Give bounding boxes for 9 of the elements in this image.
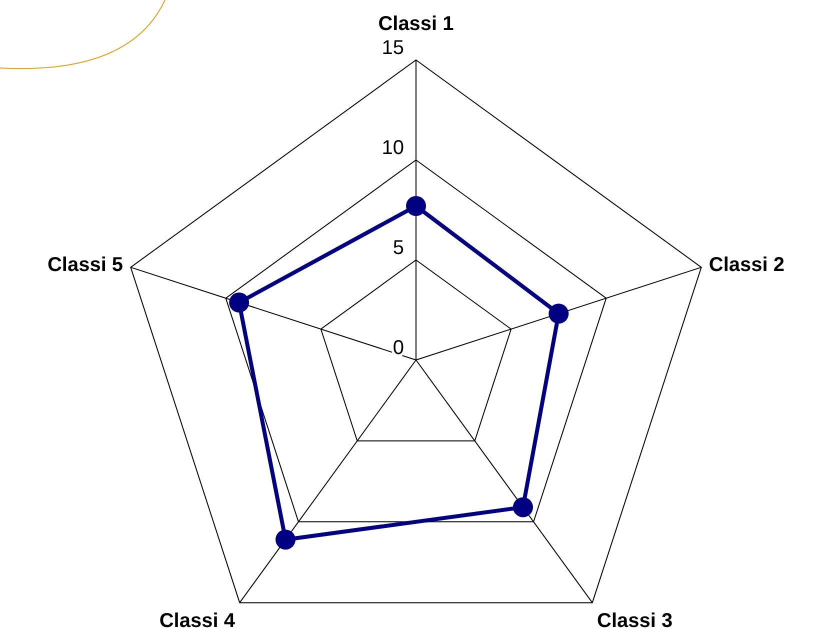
spoke-label: Classi 2 <box>708 254 785 276</box>
spoke-label: Classi 1 <box>378 13 454 35</box>
y-tick-label: 5 <box>392 237 404 259</box>
spoke-label: Classi 3 <box>597 610 673 632</box>
y-tick-label: 10 <box>382 137 404 159</box>
y-tick-label: 0 <box>392 337 404 359</box>
y-tick-label: 15 <box>382 37 404 59</box>
spoke-label: Classi 5 <box>47 254 124 276</box>
spoke-label: Classi 4 <box>159 610 236 632</box>
